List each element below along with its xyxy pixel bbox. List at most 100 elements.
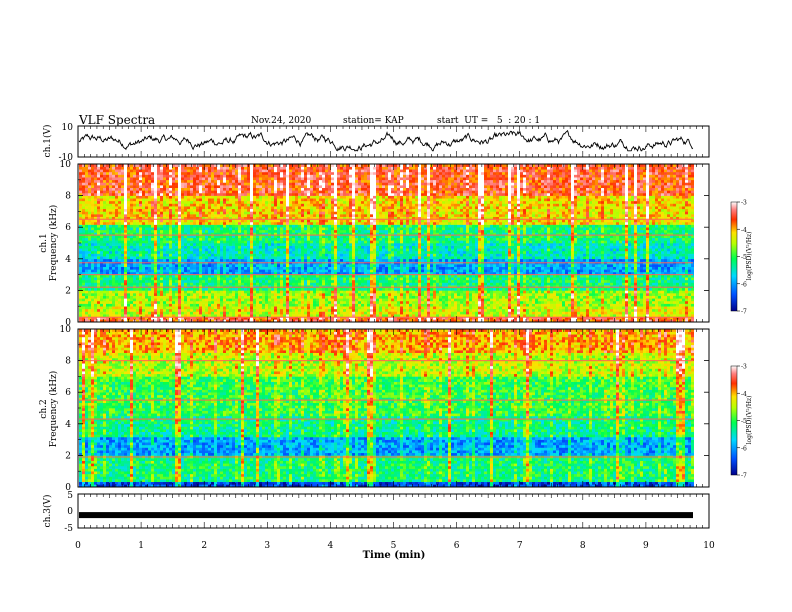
spectrogram-cell xyxy=(187,182,190,185)
spectrogram-cell xyxy=(148,211,151,214)
spectrogram-cell xyxy=(178,314,181,317)
spectrogram-cell xyxy=(130,182,133,185)
spectrogram-cell xyxy=(187,167,190,170)
spectrogram-cell xyxy=(142,180,145,183)
spectrogram-cell xyxy=(82,254,85,257)
spectrogram-cell xyxy=(205,311,208,314)
spectrogram-cell xyxy=(220,214,223,217)
spectrogram-cell xyxy=(199,190,202,193)
spectrogram-cell xyxy=(226,259,229,262)
spectrogram-cell xyxy=(250,283,253,286)
spectrogram-cell xyxy=(268,167,271,170)
spectrogram-cell xyxy=(316,288,319,291)
spectrogram-cell xyxy=(265,198,268,201)
spectrogram-cell xyxy=(265,190,268,193)
spectrogram-cell xyxy=(271,298,274,301)
spectrogram-cell xyxy=(97,230,100,233)
spectrogram-cell xyxy=(187,269,190,272)
spectrogram-cell xyxy=(154,180,157,183)
spectrogram-cell xyxy=(79,180,82,183)
spectrogram-cell xyxy=(196,254,199,257)
spectrogram-cell xyxy=(247,293,250,296)
spectrogram-cell xyxy=(169,238,172,241)
spectrogram-cell xyxy=(238,230,241,233)
spectrogram-cell xyxy=(151,314,154,317)
spectrogram-cell xyxy=(115,314,118,317)
spectrogram-cell xyxy=(181,180,184,183)
spectrogram-cell xyxy=(313,177,316,180)
spectrogram-cell xyxy=(319,280,322,283)
spectrogram-cell xyxy=(145,309,148,312)
spectrogram-cell xyxy=(235,214,238,217)
spectrogram-cell xyxy=(193,227,196,230)
spectrogram-cell xyxy=(274,254,277,257)
spectrogram-cell xyxy=(208,230,211,233)
spectrogram-cell xyxy=(256,298,259,301)
spectrogram-cell xyxy=(91,188,94,191)
spectrogram-cell xyxy=(283,301,286,304)
spectrogram-cell xyxy=(190,311,193,314)
spectrogram-cell xyxy=(145,290,148,293)
spectrogram-cell xyxy=(163,230,166,233)
spectrogram-cell xyxy=(175,309,178,312)
spectrogram-cell xyxy=(304,190,307,193)
spectrogram-cell xyxy=(217,196,220,199)
spectrogram-cell xyxy=(253,180,256,183)
spectrogram-cell xyxy=(184,309,187,312)
spectrogram-cell xyxy=(241,227,244,230)
spectrogram-cell xyxy=(253,222,256,225)
spectrogram-cell xyxy=(274,180,277,183)
spectrogram-cell xyxy=(100,251,103,254)
spectrogram-cell xyxy=(151,196,154,199)
spectrogram-cell xyxy=(121,238,124,241)
spectrogram-cell xyxy=(229,298,232,301)
spectrogram-cell xyxy=(226,314,229,317)
spectrogram-cell xyxy=(256,169,259,172)
spectrogram-cell xyxy=(211,222,214,225)
spectrogram-cell xyxy=(286,314,289,317)
spectrogram-cell xyxy=(202,201,205,204)
spectrogram-cell xyxy=(298,172,301,175)
spectrogram-cell xyxy=(226,198,229,201)
spectrogram-cell xyxy=(256,293,259,296)
spectrogram-cell xyxy=(82,298,85,301)
spectrogram-cell xyxy=(145,193,148,196)
spectrogram-cell xyxy=(85,277,88,280)
spectrogram-cell xyxy=(316,306,319,309)
spectrogram-cell xyxy=(193,254,196,257)
spectrogram-cell xyxy=(277,259,280,262)
spectrogram-cell xyxy=(244,243,247,246)
spectrogram-cell xyxy=(109,293,112,296)
spectrogram-cell xyxy=(292,190,295,193)
spectrogram-cell xyxy=(265,188,268,191)
spectrogram-cell xyxy=(241,301,244,304)
spectrogram-cell xyxy=(256,238,259,241)
spectrogram-cell xyxy=(115,243,118,246)
spectrogram-cell xyxy=(181,204,184,207)
spectrogram-cell xyxy=(253,190,256,193)
spectrogram-cell xyxy=(322,222,325,225)
spectrogram-cell xyxy=(133,288,136,291)
spectrogram-cell xyxy=(190,288,193,291)
spectrogram-cell xyxy=(211,177,214,180)
spectrogram-cell xyxy=(307,304,310,307)
spectrogram-cell xyxy=(148,193,151,196)
spectrogram-cell xyxy=(100,293,103,296)
spectrogram-cell xyxy=(85,256,88,259)
spectrogram-cell xyxy=(283,264,286,267)
spectrogram-cell xyxy=(217,167,220,170)
spectrogram-cell xyxy=(154,280,157,283)
spectrogram-cell xyxy=(274,243,277,246)
spectrogram-cell xyxy=(271,222,274,225)
spectrogram-cell xyxy=(121,225,124,228)
spectrogram-cell xyxy=(172,293,175,296)
spectrogram-cell xyxy=(289,211,292,214)
spectrogram-cell xyxy=(172,204,175,207)
spectrogram-cell xyxy=(232,172,235,175)
spectrogram-cell xyxy=(226,185,229,188)
spectrogram-cell xyxy=(283,267,286,270)
spectrogram-cell xyxy=(127,196,130,199)
spectrogram-cell xyxy=(181,222,184,225)
spectrogram-cell xyxy=(160,288,163,291)
spectrogram-cell xyxy=(307,169,310,172)
